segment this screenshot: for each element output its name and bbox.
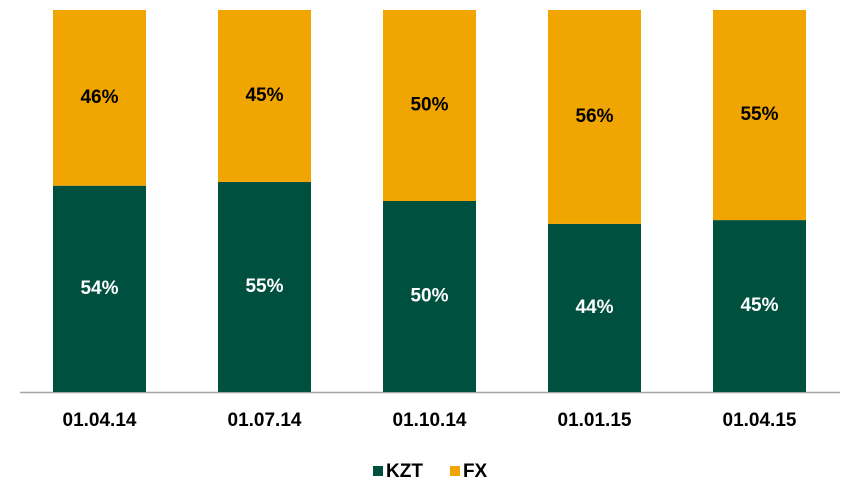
legend-swatch	[449, 466, 460, 476]
value-label: 50%	[410, 95, 448, 116]
bar-segment	[548, 223, 641, 392]
value-label: 44%	[575, 297, 613, 318]
x-tick-label: 01.07.14	[228, 410, 302, 431]
value-label: 56%	[575, 106, 613, 127]
x-tick-label: 01.10.14	[393, 410, 467, 431]
value-label: 55%	[245, 276, 283, 297]
bar-segment	[218, 10, 311, 182]
legend-swatch	[373, 466, 383, 476]
value-label: 46%	[80, 87, 118, 108]
bar-segment	[383, 201, 476, 392]
value-label: 45%	[740, 295, 778, 316]
value-label: 45%	[245, 85, 283, 106]
value-label: 55%	[740, 104, 778, 125]
bar-segment	[548, 10, 641, 224]
x-tick-label: 01.01.15	[558, 410, 632, 431]
bar-segment	[383, 10, 476, 201]
legend-label: KZT	[386, 461, 423, 482]
bar-segment	[53, 10, 146, 186]
x-tick-label: 01.04.14	[63, 410, 137, 431]
bar-segment	[218, 181, 311, 392]
bar-segment	[713, 220, 806, 392]
value-label: 50%	[410, 286, 448, 307]
x-tick-label: 01.04.15	[723, 410, 797, 431]
legend-label: FX	[463, 461, 488, 482]
bar-segment	[53, 185, 146, 392]
bar-segment	[713, 10, 806, 221]
value-label: 54%	[80, 278, 118, 299]
